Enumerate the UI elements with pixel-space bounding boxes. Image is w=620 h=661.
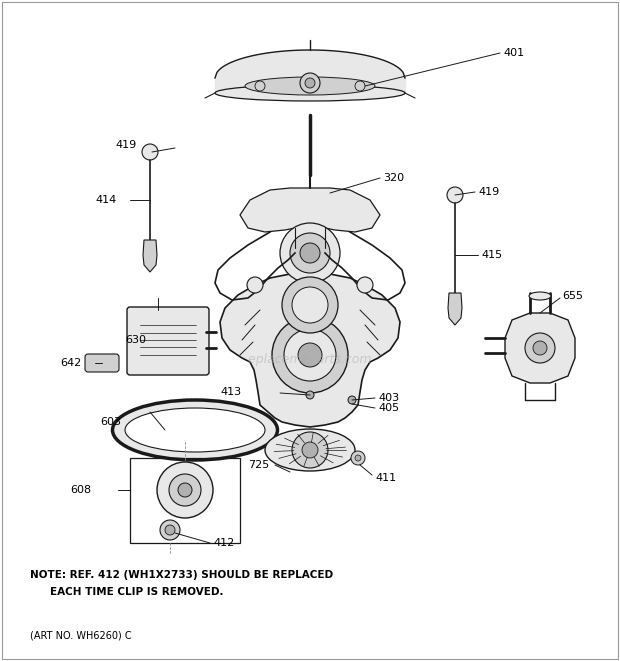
Circle shape [280,223,340,283]
Text: 412: 412 [213,538,234,548]
Ellipse shape [112,400,278,460]
Circle shape [305,78,315,88]
Text: 413: 413 [220,387,241,397]
Circle shape [355,455,361,461]
Polygon shape [143,240,157,272]
Text: 419: 419 [478,187,499,197]
Circle shape [300,243,320,263]
Circle shape [306,391,314,399]
Circle shape [284,329,336,381]
Circle shape [142,144,158,160]
Text: 403: 403 [378,393,399,403]
Circle shape [357,277,373,293]
Circle shape [348,396,356,404]
Text: 608: 608 [70,485,91,495]
Text: 419: 419 [115,140,136,150]
Circle shape [525,333,555,363]
Ellipse shape [245,77,375,95]
Text: 320: 320 [383,173,404,183]
Polygon shape [448,293,462,325]
Circle shape [292,432,328,468]
FancyBboxPatch shape [127,307,209,375]
Ellipse shape [215,85,405,101]
Circle shape [298,343,322,367]
Circle shape [178,483,192,497]
Text: 411: 411 [375,473,396,483]
FancyBboxPatch shape [85,354,119,372]
Text: 401: 401 [503,48,524,58]
Circle shape [255,81,265,91]
Circle shape [282,277,338,333]
Circle shape [160,520,180,540]
Text: NOTE: REF. 412 (WH1X2733) SHOULD BE REPLACED: NOTE: REF. 412 (WH1X2733) SHOULD BE REPL… [30,570,333,580]
Text: eplaceme   arts.com: eplaceme arts.com [248,354,372,366]
Circle shape [302,442,318,458]
Text: 414: 414 [95,195,117,205]
Polygon shape [220,272,400,427]
Circle shape [165,525,175,535]
Circle shape [290,233,330,273]
Text: EACH TIME CLIP IS REMOVED.: EACH TIME CLIP IS REMOVED. [50,587,223,597]
Circle shape [300,73,320,93]
Circle shape [157,462,213,518]
Ellipse shape [265,429,355,471]
Circle shape [292,287,328,323]
Ellipse shape [125,408,265,452]
Polygon shape [240,188,380,232]
Circle shape [447,187,463,203]
Text: 725: 725 [248,460,269,470]
Text: 642: 642 [60,358,81,368]
Circle shape [533,341,547,355]
Text: 630: 630 [125,335,146,345]
Text: 415: 415 [481,250,502,260]
Circle shape [169,474,201,506]
Text: 603: 603 [100,417,121,427]
Circle shape [351,451,365,465]
Text: 405: 405 [378,403,399,413]
Text: (ART NO. WH6260) C: (ART NO. WH6260) C [30,630,131,640]
Circle shape [272,317,348,393]
Circle shape [355,81,365,91]
Polygon shape [505,313,575,383]
Ellipse shape [529,292,551,300]
Circle shape [247,277,263,293]
Text: 655: 655 [562,291,583,301]
